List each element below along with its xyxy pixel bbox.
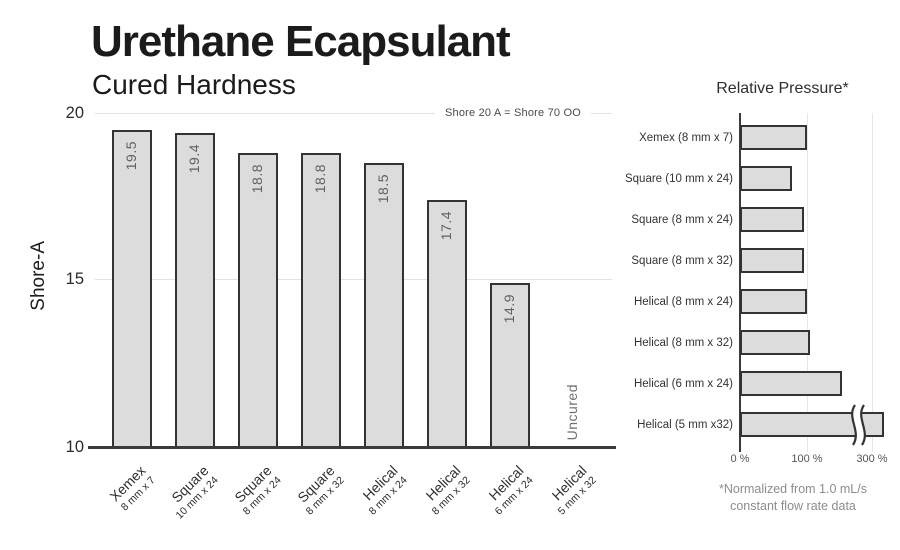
pressure-y-axis-line — [739, 113, 741, 452]
hardness-bar-7: 14.9 — [490, 283, 530, 447]
hardness-bar-2: 19.4 — [175, 133, 215, 447]
x-axis-line — [88, 446, 616, 449]
pressure-bar-8 — [740, 404, 884, 446]
pressure-row-label-5: Helical (8 mm x 24) — [633, 295, 733, 308]
pressure-bar-7 — [740, 371, 842, 396]
hardness-bar-5: 18.5 — [364, 163, 404, 447]
pressure-row-label-7: Helical (6 mm x 24) — [633, 377, 733, 390]
pressure-bar-2 — [740, 166, 792, 191]
footnote: *Normalized from 1.0 mL/s constant flow … — [688, 481, 898, 515]
gridline-20 — [95, 113, 612, 114]
gridline-15 — [95, 279, 612, 280]
bar-value-label: 18.5 — [375, 174, 391, 204]
hardness-bar-6: 17.4 — [427, 199, 467, 447]
gridline-100pct — [807, 113, 808, 452]
hardness-plot-area: Shore 20 A = Shore 70 OO 19.5 19.4 18.8 18.… — [88, 105, 616, 522]
pressure-bar-5 — [740, 289, 807, 314]
pressure-bar-6 — [740, 330, 810, 355]
pressure-row-label-4: Square (8 mm x 32) — [631, 254, 733, 267]
bar-value-label: 19.5 — [123, 140, 139, 170]
footnote-line-1: *Normalized from 1.0 mL/s — [719, 482, 867, 496]
hardness-bar-3: 18.8 — [238, 153, 278, 447]
pressure-row-label-8: Helical (5 mm x32) — [637, 418, 733, 431]
bar-value-label: 19.4 — [186, 144, 202, 174]
axis-break-icon — [851, 404, 866, 446]
pressure-row-labels: Xemex (8 mm x 7) Square (10 mm x 24) Squar… — [622, 113, 733, 452]
x-tick-100pct: 100 % — [791, 453, 823, 465]
pressure-plot-area — [739, 113, 890, 452]
pressure-row-label-3: Square (8 mm x 24) — [631, 213, 733, 226]
y-axis-label: Shore-A — [28, 241, 49, 311]
pressure-bar-4 — [740, 248, 804, 273]
uncured-label: Uncured — [564, 383, 580, 440]
pressure-row-label-2: Square (10 mm x 24) — [624, 172, 733, 185]
page-subtitle: Cured Hardness — [92, 69, 296, 100]
pressure-bar-3 — [740, 207, 804, 232]
x-tick-0pct: 0 % — [730, 453, 750, 465]
y-tick-10: 10 — [65, 438, 84, 456]
shore-scale-note: Shore 20 A = Shore 70 OO — [435, 105, 591, 121]
hardness-bar-1: 19.5 — [112, 129, 152, 447]
pressure-chart-title: Relative Pressure* — [716, 80, 849, 97]
pressure-row-label-6: Helical (8 mm x 32) — [633, 336, 733, 349]
bar-value-label: 14.9 — [501, 294, 517, 324]
pressure-row-label-1: Xemex (8 mm x 7) — [639, 131, 733, 144]
gridline-300pct — [872, 113, 873, 452]
footnote-line-2: constant flow rate data — [730, 499, 856, 513]
bar-value-label: 18.8 — [312, 164, 328, 194]
y-tick-20: 20 — [65, 104, 84, 122]
page-title: Urethane Ecapsulant — [91, 17, 511, 66]
hardness-bar-4: 18.8 — [301, 153, 341, 447]
bar-value-label: 18.8 — [249, 164, 265, 194]
bar-value-label: 17.4 — [438, 210, 454, 241]
y-tick-15: 15 — [65, 270, 84, 288]
pressure-bar-1 — [740, 125, 807, 150]
x-tick-300pct: 300 % — [856, 453, 888, 465]
